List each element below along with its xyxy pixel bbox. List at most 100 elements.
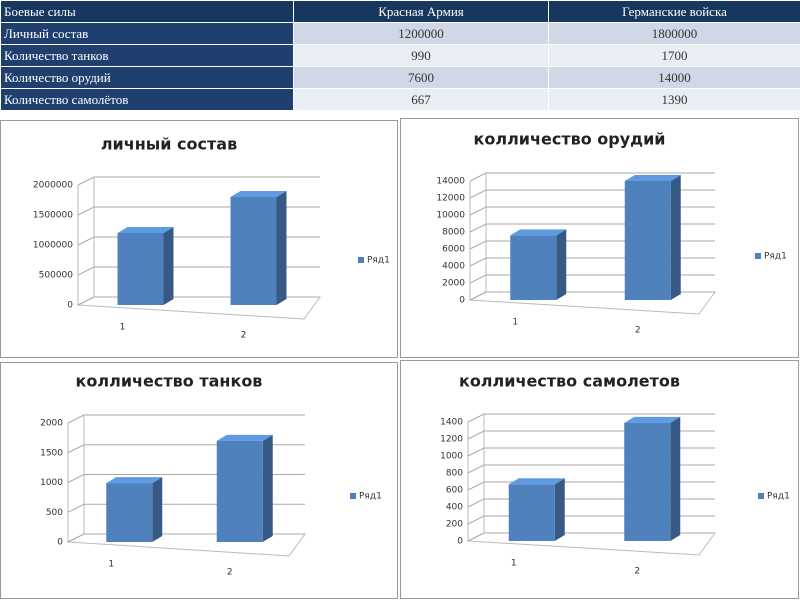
legend-label: Ряд1 (359, 492, 382, 502)
y-tick-label: 600 (446, 486, 463, 496)
y-tick-label: 0 (459, 296, 465, 306)
y-tick-label: 1500000 (33, 211, 73, 221)
chart-panel (0, 120, 398, 358)
bar (624, 175, 681, 300)
grid-line (469, 172, 715, 182)
table-cell: Личный состав (0, 22, 294, 45)
bar-top (216, 434, 273, 441)
bar-top (230, 191, 287, 197)
chart-title: колличество танков (76, 372, 263, 391)
x-tick-label: 1 (120, 323, 126, 333)
bar-side (152, 477, 163, 542)
x-tick-label: 2 (227, 568, 233, 578)
forces-table: Боевые силы Красная Армия Германские войск… (0, 0, 800, 111)
legend-swatch (350, 493, 356, 499)
x-tick-label: 1 (108, 560, 114, 570)
bar (216, 434, 273, 542)
bar (624, 416, 681, 541)
bar-top (624, 175, 681, 181)
y-tick-label: 400 (446, 503, 463, 513)
bar-front (106, 483, 153, 542)
table-cell: Красная Армия (293, 0, 549, 23)
y-tick-label: 1000 (40, 478, 63, 488)
table-cell: 667 (293, 88, 549, 111)
y-tick-label: 1500 (40, 448, 63, 458)
y-tick-label: 12000 (436, 194, 465, 204)
x-tick-label: 2 (635, 326, 641, 336)
bar-front (117, 233, 164, 305)
bar-side (163, 227, 174, 305)
y-tick-label: 1000 (440, 452, 463, 462)
chart-title: личный состав (101, 135, 237, 154)
table-row: Количество танков 990 1700 (0, 44, 800, 67)
bar-side (276, 191, 287, 305)
y-tick-label: 2000 (442, 279, 465, 289)
bar-front (624, 422, 671, 541)
table-cell: 14000 (548, 66, 800, 89)
table-cell: 7600 (293, 66, 549, 89)
y-tick-label: 500 (46, 508, 63, 518)
y-tick-label: 1200 (440, 435, 463, 445)
bar-top (508, 478, 565, 485)
table-cell: Боевые силы (0, 0, 294, 23)
x-tick-label: 2 (634, 567, 640, 577)
y-tick-label: 1000000 (33, 241, 73, 251)
bar-side (554, 478, 565, 541)
chart-title: колличество самолетов (459, 372, 680, 391)
table-row: Количество самолётов 667 1390 (0, 88, 800, 111)
x-tick-label: 1 (512, 318, 518, 328)
y-tick-label: 4000 (442, 262, 465, 272)
bar-front (624, 181, 671, 300)
y-tick-label: 200 (446, 520, 463, 530)
table-row: Боевые силы Красная Армия Германские войск… (0, 0, 800, 23)
bar-top (510, 229, 567, 236)
table-row: Количество орудий 7600 14000 (0, 66, 800, 89)
legend-swatch (755, 253, 761, 259)
bar-side (262, 434, 273, 542)
x-tick-label: 1 (511, 559, 517, 569)
y-tick-label: 0 (457, 537, 463, 547)
bar (117, 227, 174, 305)
table-cell: Количество танков (0, 44, 294, 67)
y-tick-label: 2000 (40, 419, 63, 429)
chart-title: колличество орудий (474, 130, 666, 149)
bar (508, 478, 565, 541)
grid-line (467, 413, 715, 423)
legend-label: Ряд1 (767, 492, 790, 502)
y-tick-label: 500000 (39, 271, 74, 281)
legend-swatch (358, 257, 364, 263)
bar (230, 191, 287, 305)
y-tick-label: 1400 (440, 418, 463, 428)
bar (106, 477, 163, 542)
y-tick-label: 2000000 (33, 181, 73, 191)
table-cell: 1390 (548, 88, 800, 111)
table-cell: Германские войска (548, 0, 800, 23)
table-row: Личный состав 1200000 1800000 (0, 22, 800, 45)
y-tick-label: 800 (446, 469, 463, 479)
bar-top (117, 227, 174, 233)
x-tick-label: 2 (241, 331, 247, 341)
chart-panel (400, 360, 799, 599)
y-tick-label: 14000 (436, 177, 465, 187)
bar-top (624, 416, 681, 423)
bar-side (670, 416, 681, 541)
y-tick-label: 6000 (442, 245, 465, 255)
table-cell: 990 (293, 44, 549, 67)
bar (510, 229, 567, 300)
y-tick-label: 8000 (442, 228, 465, 238)
legend-label: Ряд1 (764, 252, 787, 262)
grid-line (77, 176, 320, 186)
legend-label: Ряд1 (367, 256, 390, 266)
chart-panel (0, 362, 398, 599)
bar-front (508, 484, 555, 541)
bar-side (670, 175, 681, 300)
bar-front (216, 440, 263, 542)
table-cell: Количество орудий (0, 66, 294, 89)
y-tick-label: 0 (67, 301, 73, 311)
grid-line (67, 414, 305, 424)
table-cell: 1200000 (293, 22, 549, 45)
chart-panel (400, 118, 799, 358)
legend-swatch (758, 493, 764, 499)
